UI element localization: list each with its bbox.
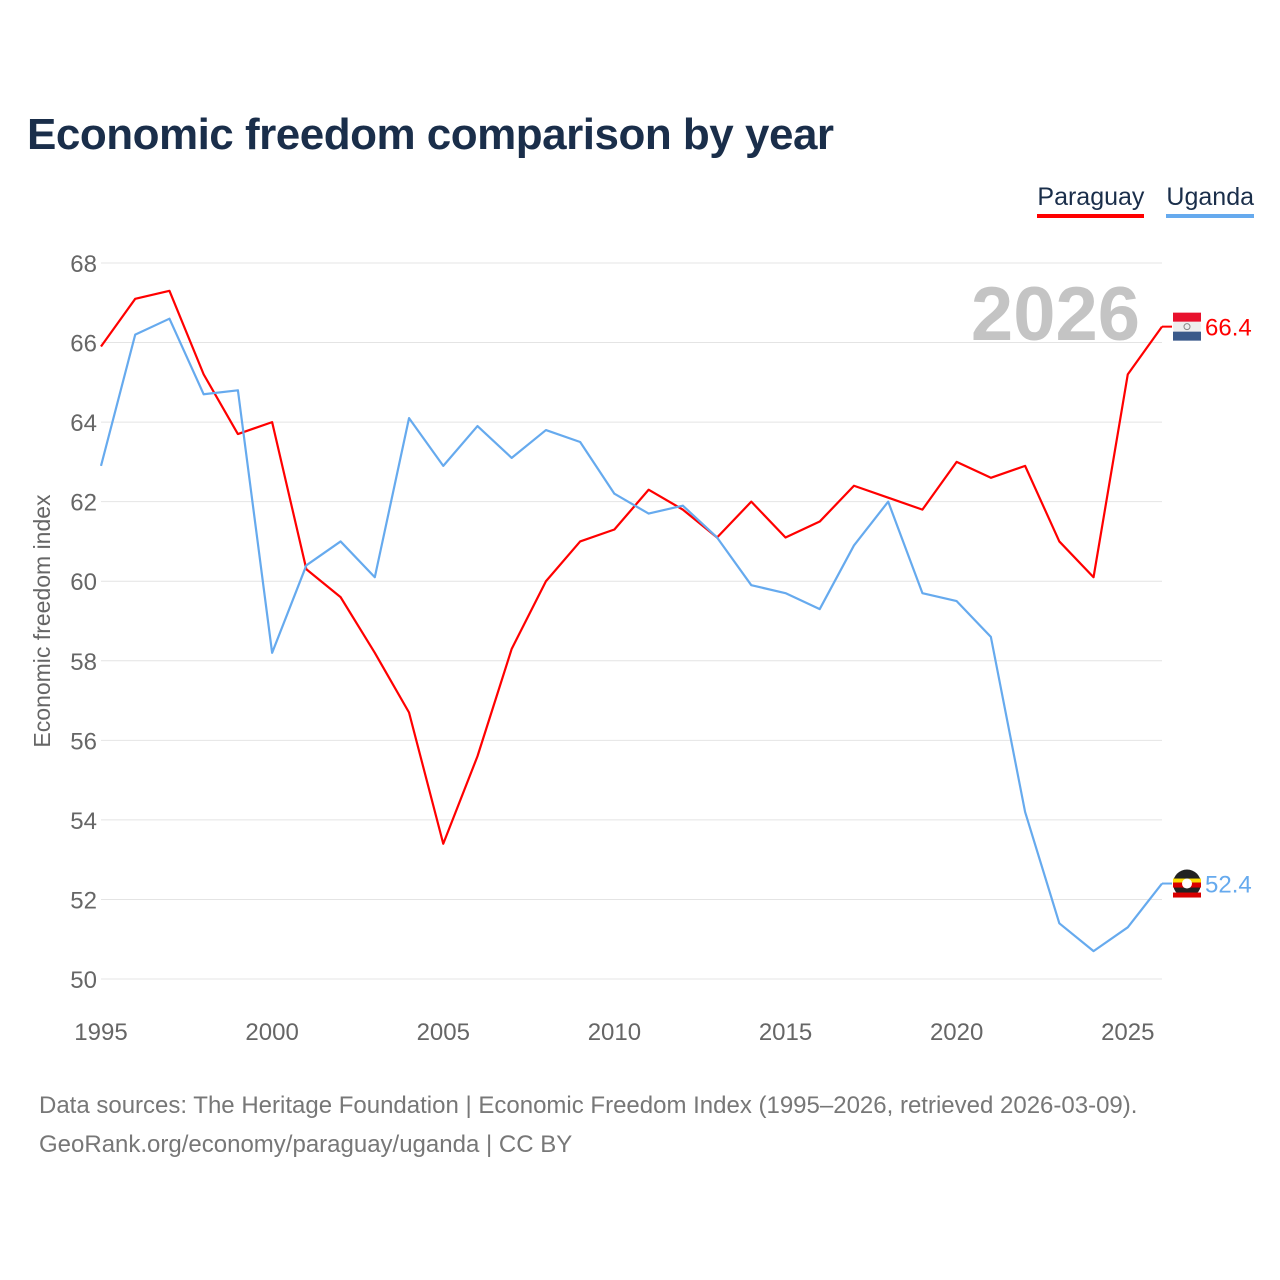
y-tick-label: 50 bbox=[70, 967, 97, 994]
legend-item-uganda[interactable]: Uganda bbox=[1166, 183, 1254, 218]
flag-emblem bbox=[1182, 878, 1192, 889]
chart-title: Economic freedom comparison by year bbox=[27, 110, 834, 159]
attribution-text: GeoRank.org/economy/paraguay/uganda | CC… bbox=[39, 1131, 573, 1158]
flag-emblem bbox=[1183, 323, 1191, 331]
x-tick-label: 1995 bbox=[74, 1019, 127, 1046]
x-tick-label: 2000 bbox=[245, 1019, 298, 1046]
y-tick-label: 60 bbox=[70, 569, 97, 596]
y-tick-label: 58 bbox=[70, 649, 97, 676]
end-value-label: 52.4 bbox=[1205, 872, 1252, 899]
y-tick-label: 66 bbox=[70, 331, 97, 358]
series-line-uganda bbox=[99, 317, 1163, 953]
x-tick-label: 2005 bbox=[417, 1019, 470, 1046]
y-tick-label: 54 bbox=[70, 808, 97, 835]
flag-stripe bbox=[1173, 312, 1201, 322]
end-value-label: 66.4 bbox=[1205, 315, 1252, 342]
year-watermark: 2026 bbox=[971, 272, 1140, 357]
x-tick-label: 2010 bbox=[588, 1019, 641, 1046]
data-source-text: Data sources: The Heritage Foundation | … bbox=[39, 1092, 1138, 1119]
series-line-paraguay bbox=[100, 289, 1163, 845]
x-tick-label: 2020 bbox=[930, 1019, 983, 1046]
flag-stripe bbox=[1173, 331, 1201, 341]
flag-stripe bbox=[1173, 892, 1201, 898]
y-tick-label: 52 bbox=[70, 887, 97, 914]
y-tick-label: 68 bbox=[70, 251, 97, 278]
legend-item-paraguay[interactable]: Paraguay bbox=[1037, 183, 1145, 218]
y-tick-label: 62 bbox=[70, 490, 97, 517]
legend: Paraguay Uganda bbox=[1037, 183, 1254, 218]
y-axis-label: Economic freedom index bbox=[29, 494, 55, 748]
x-tick-label: 2025 bbox=[1101, 1019, 1154, 1046]
x-tick-label: 2015 bbox=[759, 1019, 812, 1046]
y-tick-label: 56 bbox=[70, 728, 97, 755]
y-tick-label: 64 bbox=[70, 410, 97, 437]
footer: Data sources: The Heritage Foundation | … bbox=[39, 1086, 1137, 1164]
